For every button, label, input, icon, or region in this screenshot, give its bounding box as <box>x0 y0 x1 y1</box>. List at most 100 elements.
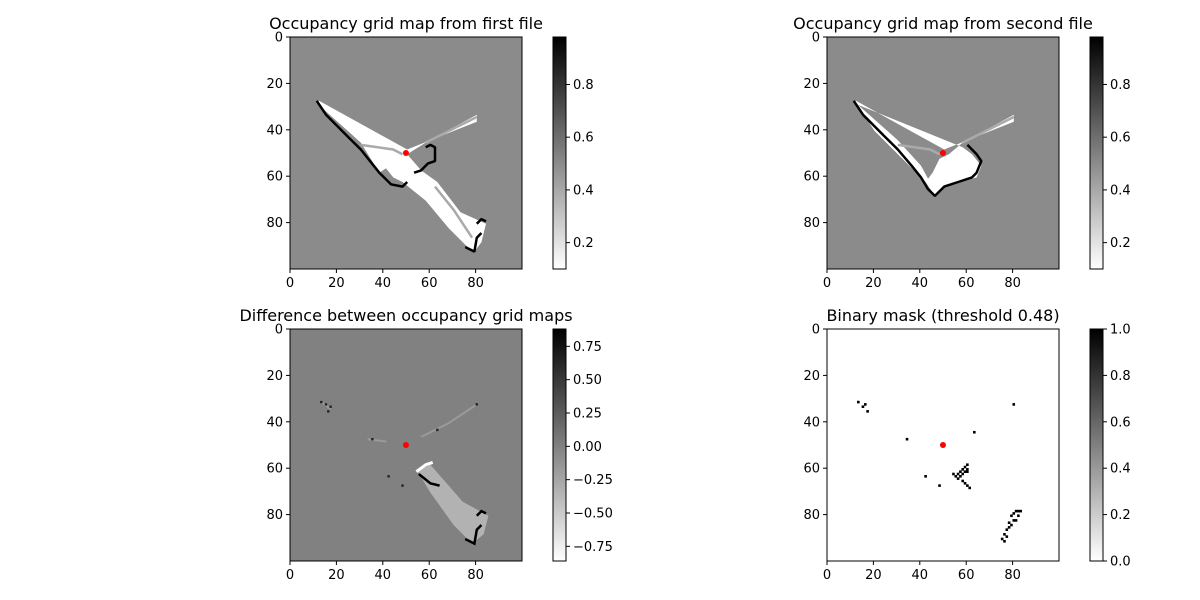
colorbar-tick-label: 0.2 <box>1110 236 1131 251</box>
colorbar-tick-label: 0.6 <box>1110 131 1131 146</box>
robot-position-marker <box>402 441 409 448</box>
mask-cell <box>968 486 971 490</box>
y-tick-label: 0 <box>275 323 283 338</box>
mask-cell <box>1012 403 1016 406</box>
mask-cell <box>861 405 865 409</box>
x-tick-label: 40 <box>375 276 392 291</box>
colorbar-frame <box>552 36 567 270</box>
y-tick-label: 40 <box>266 415 283 430</box>
difference-edge-positive <box>464 524 483 546</box>
mask-cell <box>1012 519 1016 522</box>
y-tick-label: 80 <box>803 216 820 231</box>
y-tick-label: 80 <box>266 216 283 231</box>
x-tick-label: 20 <box>865 276 882 291</box>
plot-area <box>827 37 1059 269</box>
colorbar-tick-label: −0.25 <box>573 473 613 488</box>
plot-area <box>827 329 1059 561</box>
x-tick-label: 80 <box>467 276 484 291</box>
difference-cell <box>475 403 478 406</box>
colorbar <box>1090 329 1103 561</box>
colorbar-tick-label: 0.4 <box>1110 183 1131 198</box>
colorbar-tick-label: 0.25 <box>573 407 602 422</box>
x-tick-label: 40 <box>375 568 392 583</box>
colorbar-tick-label: 0.8 <box>573 78 594 93</box>
y-tick-label: 60 <box>803 170 820 185</box>
unknown-cells <box>897 143 941 156</box>
y-tick-label: 20 <box>803 77 820 92</box>
mask-cell <box>973 430 976 434</box>
free-space <box>853 100 1014 196</box>
difference-cell <box>329 405 332 408</box>
colorbar-tick-label: 0.6 <box>1110 415 1131 430</box>
axes-frame <box>826 328 1060 562</box>
colorbar <box>553 37 566 269</box>
plot-area <box>290 37 522 269</box>
mask-cell <box>966 463 969 467</box>
difference-cells <box>420 403 478 438</box>
colorbar-tick-label: 0.4 <box>1110 462 1131 477</box>
mask-cell <box>963 465 967 469</box>
mask-cell <box>1012 512 1016 515</box>
x-tick-label: 40 <box>912 568 929 583</box>
free-space <box>374 154 486 252</box>
mask-cell <box>863 403 867 406</box>
difference-cell <box>436 428 439 432</box>
difference-cell <box>401 484 404 487</box>
colorbar-tick-label: 0.50 <box>573 373 602 388</box>
robot-position-marker <box>939 441 946 448</box>
colorbar-tick-label: 0.2 <box>573 236 594 251</box>
axes-frame <box>289 328 523 562</box>
colorbar-tick-label: 0.0 <box>1110 555 1131 570</box>
colorbar-tick-label: −0.75 <box>573 540 613 555</box>
colorbar-frame <box>552 328 567 562</box>
colorbar-tick-label: 0.00 <box>573 440 602 455</box>
x-tick-label: 0 <box>286 568 294 583</box>
x-tick-label: 0 <box>823 568 831 583</box>
occupied-cells <box>475 217 487 225</box>
y-tick-label: 20 <box>266 77 283 92</box>
x-tick-label: 60 <box>421 568 438 583</box>
y-tick-label: 60 <box>803 462 820 477</box>
chart-title: Binary mask (threshold 0.48) <box>826 306 1059 325</box>
chart-title: Occupancy grid map from first file <box>269 14 543 33</box>
mask-cell <box>938 484 941 487</box>
mask-cell <box>1007 526 1011 529</box>
mask-cell <box>966 484 969 487</box>
mask-cell <box>924 475 927 478</box>
mask-cell <box>905 437 909 441</box>
mask-cell <box>954 475 958 478</box>
colorbar-tick-label: 0.75 <box>573 340 602 355</box>
mask-cell <box>1003 539 1006 543</box>
mask-cell <box>1003 533 1006 536</box>
occupied-cells <box>413 143 437 174</box>
x-tick-label: 40 <box>912 276 929 291</box>
mask-cell <box>866 410 869 413</box>
difference-cell <box>320 400 323 404</box>
colorbar-frame <box>1089 328 1104 562</box>
difference-cell <box>324 403 328 406</box>
colorbar <box>553 329 566 561</box>
difference-edge-positive <box>475 509 487 517</box>
colorbar-tick-label: 0.6 <box>573 131 594 146</box>
y-tick-label: 60 <box>266 462 283 477</box>
y-tick-label: 20 <box>803 369 820 384</box>
colorbar-tick-label: 0.4 <box>573 183 594 198</box>
mask-cell <box>966 468 969 471</box>
mask-cell <box>1017 514 1020 518</box>
mask-cell <box>1014 509 1018 513</box>
y-tick-label: 40 <box>266 123 283 138</box>
x-tick-label: 80 <box>1004 568 1021 583</box>
mask-cell <box>959 470 962 473</box>
unknown-cells <box>434 185 474 239</box>
difference-cell <box>371 438 374 441</box>
occupied-cells <box>852 100 983 197</box>
occupied-cells <box>464 232 483 253</box>
axes-frame <box>289 36 523 270</box>
y-tick-label: 60 <box>266 170 283 185</box>
mask-cell <box>1017 509 1020 513</box>
difference-cell <box>387 475 390 478</box>
mask-cell <box>1005 528 1009 531</box>
occupied-cells <box>315 100 409 188</box>
